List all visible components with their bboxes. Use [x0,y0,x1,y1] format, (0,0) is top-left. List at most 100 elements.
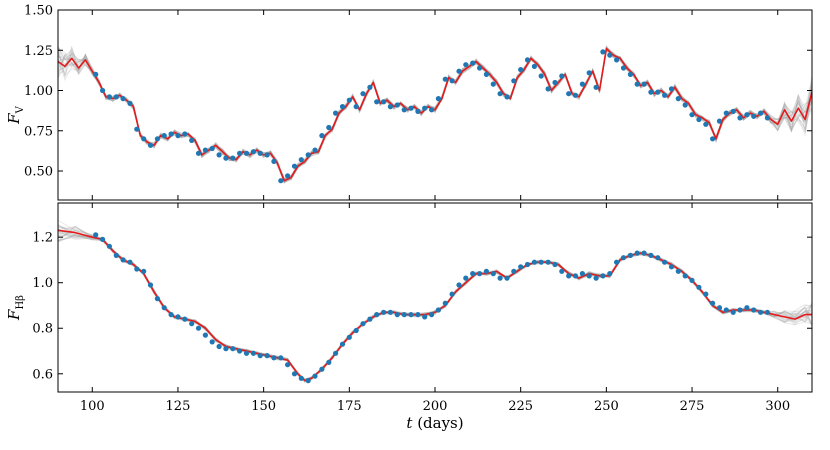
top-data-point [120,96,126,102]
bot-data-point [620,255,627,261]
bot-data-point [127,259,133,265]
bot-data-point [470,271,476,277]
top-data-point [182,131,188,137]
bot-sample-curve [58,235,812,381]
top-data-point [113,94,119,100]
top-sample-curve [58,45,812,180]
bot-data-point [202,332,208,338]
bot-data-point [703,291,709,297]
top-data-point [758,110,764,116]
bot-data-point [730,309,736,315]
top-data-point [305,152,311,158]
bot-sample-curve [58,225,812,381]
top-data-point [250,149,256,155]
top-data-point [723,110,729,116]
top-y-tick-label: 1.00 [24,84,53,99]
top-y-axis-label: FV [5,105,26,124]
bot-data-point [559,268,565,274]
bot-data-point [744,305,750,311]
top-data-point [134,126,140,132]
bot-data-point [141,268,147,274]
top-y-tick-label: 0.50 [24,165,53,180]
bottom-observations-group [93,232,771,384]
bot-data-point [353,327,359,334]
bot-data-point [401,312,407,318]
bot-data-point [134,266,140,272]
bot-data-point [415,312,421,318]
bot-data-point [531,259,538,265]
top-data-point [374,99,380,105]
bot-data-point [100,236,106,242]
top-data-point [237,150,243,156]
top-y-tick-label: 1.50 [24,4,53,19]
x-tick-label: 200 [423,399,448,414]
bot-y-tick-label: 1.0 [32,276,53,291]
bot-sample-curve [58,236,812,382]
bot-data-point [257,353,263,359]
bot-data-point [394,312,400,318]
top-data-point [572,92,579,98]
bot-data-point [195,325,202,331]
bottom-samples-band [58,219,812,384]
bot-sample-curve [58,227,812,380]
bot-data-point [641,250,647,256]
bot-sample-curve [58,226,812,381]
bot-data-point [668,264,675,270]
bot-data-point [504,275,510,281]
top-x-ticks [91,10,779,200]
bot-data-point [298,375,304,381]
bot-data-point [250,350,256,356]
top-data-point [600,49,606,55]
bot-y-tick-label: 0.8 [32,322,53,337]
top-data-point [764,115,771,121]
top-data-point [552,79,558,86]
bot-data-point [607,271,613,277]
top-data-point [744,112,750,118]
x-tick-label: 225 [508,399,533,414]
bot-data-point [572,273,579,279]
top-data-point [387,104,393,110]
x-tick-label: 125 [166,399,191,414]
top-data-point [545,86,551,92]
bot-sample-curve [58,234,812,382]
bottom-y-ticks: 0.6 0.8 1.0 1.2 [32,231,812,382]
bot-sample-curve [58,232,812,381]
bot-data-point [696,284,702,290]
bot-data-point [545,259,551,265]
top-data-point [559,73,565,79]
bot-data-point [716,305,723,311]
bot-data-point [237,348,243,354]
top-data-point [339,104,346,110]
top-data-point [518,67,524,73]
top-data-point [401,107,407,113]
top-data-point [682,102,688,108]
bot-data-point [291,371,298,377]
top-data-point [127,100,133,106]
bot-data-point [106,243,112,249]
top-y-tick-label: 1.25 [24,44,53,59]
bot-data-point [216,343,222,350]
bot-data-point [614,259,620,265]
top-data-point [168,131,174,137]
top-data-point [408,105,414,111]
top-data-point [716,118,723,124]
bot-data-point [689,277,695,283]
x-tick-label: 275 [680,399,705,414]
bot-model-line [58,229,812,382]
top-data-point [483,71,489,77]
bot-data-point [339,341,346,347]
top-data-point [223,155,229,161]
bot-sample-curve [58,226,812,382]
top-data-point [161,133,167,139]
bot-sample-curve [58,233,812,383]
bottom-panel: 100 125 150 175 200 225 250 275 300 0.6 0.8 1.0 1.2… [5,202,813,432]
top-data-point [257,150,263,156]
bot-data-point [751,307,757,313]
top-data-point [243,150,250,156]
top-samples-band [58,44,812,184]
top-data-point [538,73,544,79]
top-data-point [230,155,236,161]
bot-data-point [223,346,229,352]
bot-data-point [764,309,771,315]
bottom-x-ticks: 100 125 150 175 200 225 250 275 300 [80,203,790,414]
